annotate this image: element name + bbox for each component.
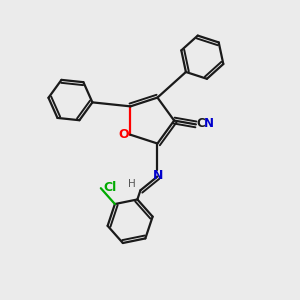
Text: N: N — [153, 169, 163, 182]
Text: Cl: Cl — [103, 181, 116, 194]
Text: C: C — [196, 117, 205, 130]
Text: N: N — [204, 117, 214, 130]
Text: H: H — [128, 179, 136, 189]
Text: O: O — [119, 128, 129, 141]
